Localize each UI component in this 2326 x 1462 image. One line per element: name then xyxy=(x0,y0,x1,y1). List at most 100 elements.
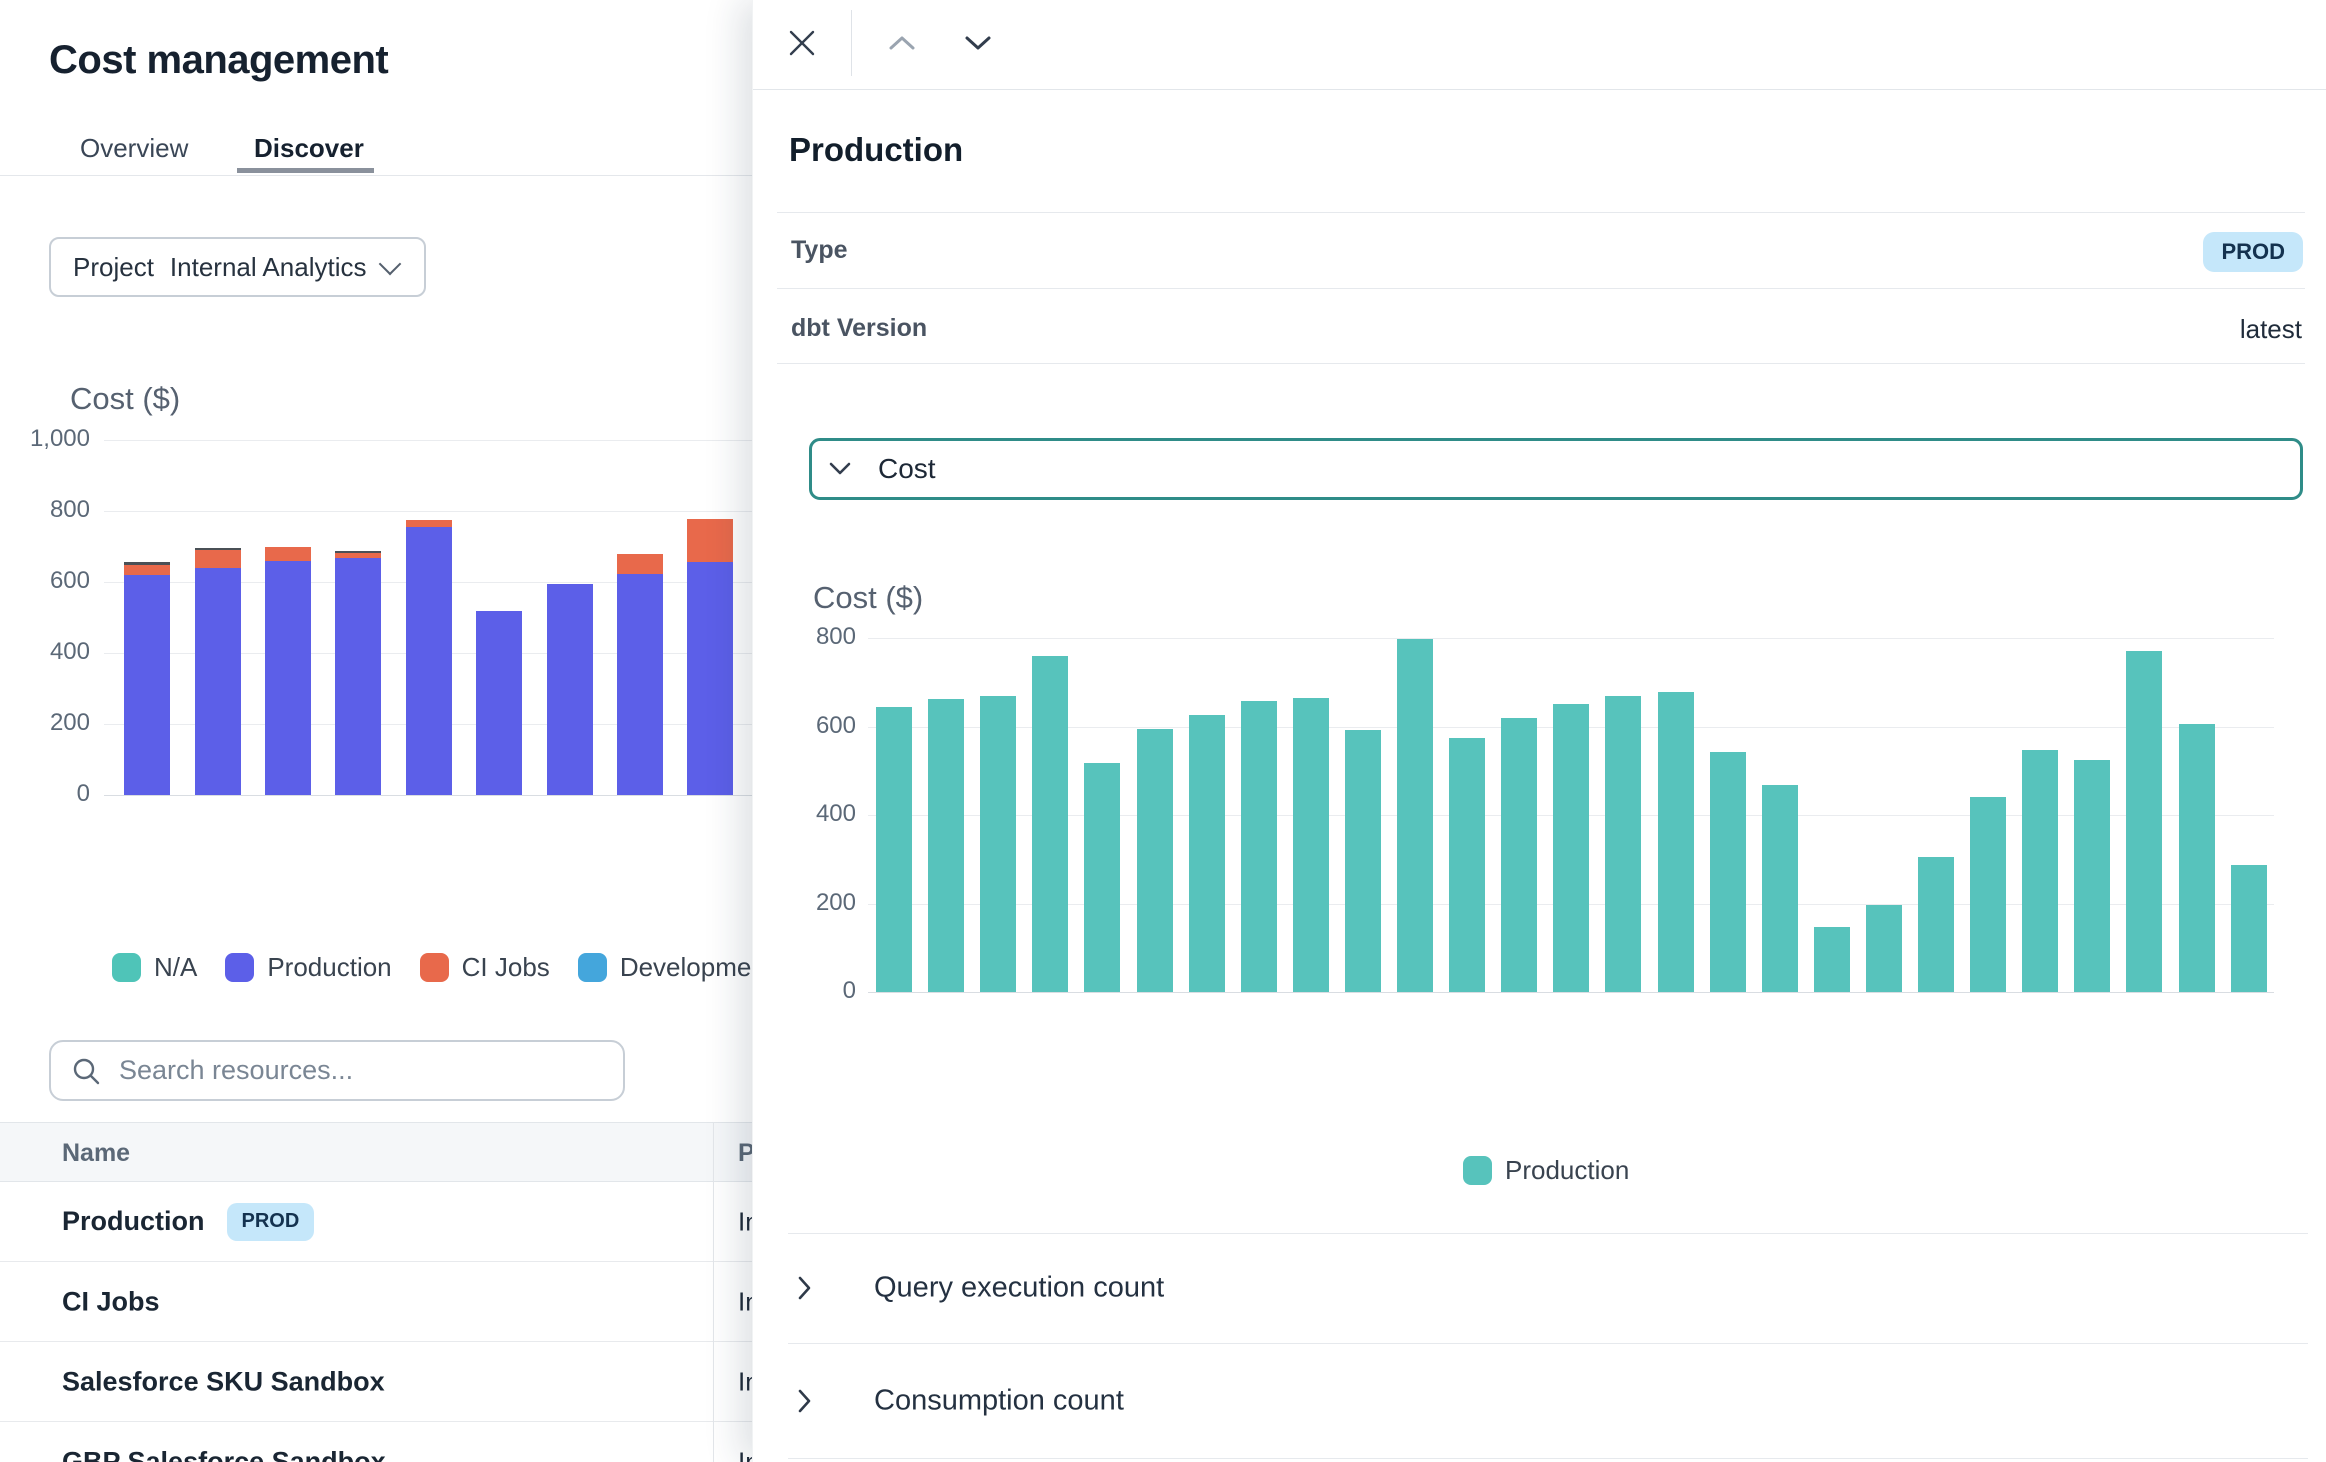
project-selector-label: Project xyxy=(73,251,154,282)
bar-segment-production xyxy=(476,611,523,795)
chevron-down-icon xyxy=(379,252,402,276)
bar-mar-10 xyxy=(876,707,913,992)
legend-label: CI Jobs xyxy=(461,952,550,982)
chevron-up-icon xyxy=(889,36,915,50)
bar-mar-15 xyxy=(546,583,593,795)
topbar-divider xyxy=(851,10,852,76)
bar-segment-production xyxy=(1084,762,1121,992)
y-axis-tick-label: 200 xyxy=(815,888,856,916)
search-input[interactable]: Search resources... xyxy=(49,1040,625,1101)
bar-segment-production xyxy=(1813,926,1850,992)
bar-mar-30 xyxy=(1918,857,1955,992)
bar-segment-production xyxy=(2126,651,2163,992)
bar-mar-19 xyxy=(1344,730,1381,992)
bar-apr-1 xyxy=(2022,750,2059,992)
bar-segment-production xyxy=(1553,704,1590,992)
bar-segment-production xyxy=(687,562,734,795)
bar-mar-24 xyxy=(1605,695,1642,992)
legend-item: Production xyxy=(1463,1155,1629,1186)
bar-segment-production xyxy=(1240,700,1277,992)
gridline xyxy=(104,440,816,441)
bar-segment-production xyxy=(1709,751,1746,992)
field-divider xyxy=(777,288,2305,289)
bar-apr-4 xyxy=(2178,724,2215,992)
y-axis-tick-label: 600 xyxy=(49,567,90,594)
legend-swatch xyxy=(225,953,255,982)
bar-segment-production xyxy=(2022,750,2059,992)
bar-segment-n-a xyxy=(335,551,382,553)
tab-overview[interactable]: Overview xyxy=(80,133,189,163)
bar-segment-production xyxy=(1918,857,1955,992)
row-name: GBP Salesforce Sandbox xyxy=(62,1446,386,1462)
topbar-hairline xyxy=(753,89,2326,90)
close-button[interactable] xyxy=(777,18,827,68)
bar-mar-31 xyxy=(1970,797,2007,992)
bar-segment-ci-jobs xyxy=(687,519,734,563)
field-divider xyxy=(777,363,2305,364)
bar-mar-22 xyxy=(1501,717,1538,992)
left-chart-legend: N/A Production CI Jobs Development xyxy=(112,952,773,983)
y-axis-tick-label: 0 xyxy=(76,780,90,807)
chevron-right-icon xyxy=(798,1276,811,1300)
gridline xyxy=(104,582,816,583)
bar-segment-production xyxy=(2178,724,2215,992)
close-icon xyxy=(789,30,815,56)
bar-segment-production xyxy=(2074,759,2111,992)
bar-apr-3 xyxy=(2126,651,2163,992)
cost-section-label: Cost xyxy=(878,453,936,484)
bar-segment-production xyxy=(1657,692,1694,992)
page-title: Cost management xyxy=(49,38,389,82)
bar-segment-production xyxy=(265,560,311,795)
active-tab-underline xyxy=(237,168,374,173)
section-divider xyxy=(788,1458,2308,1459)
dbt-version-field-label: dbt Version xyxy=(791,314,928,342)
tab-discover[interactable]: Discover xyxy=(254,133,364,163)
chevron-down-icon xyxy=(965,36,991,50)
bar-mar-17 xyxy=(687,519,734,795)
project-selector[interactable]: Project Internal Analytics xyxy=(49,237,426,297)
bar-mar-25 xyxy=(1657,692,1694,992)
legend-swatch xyxy=(1463,1156,1492,1185)
bar-mar-16 xyxy=(1188,715,1225,992)
gridline xyxy=(104,795,816,796)
bar-segment-production xyxy=(617,573,663,795)
bar-segment-ci-jobs xyxy=(124,564,171,575)
consumption-count-expander[interactable]: Consumption count xyxy=(788,1344,2308,1458)
bar-mar-17 xyxy=(1240,700,1277,992)
next-item-button[interactable] xyxy=(955,20,1001,66)
y-axis-tick-label: 800 xyxy=(815,623,856,650)
cost-section-expander[interactable]: Cost xyxy=(809,438,2303,500)
legend-label: N/A xyxy=(154,952,198,982)
bar-segment-production xyxy=(1761,785,1798,992)
legend-label: Production xyxy=(1505,1155,1630,1185)
chevron-right-icon xyxy=(798,1389,811,1413)
gridline xyxy=(104,653,816,654)
y-axis-tick-label: 200 xyxy=(49,709,90,736)
table-column-divider xyxy=(713,1122,714,1462)
search-icon xyxy=(73,1058,100,1084)
bar-segment-production xyxy=(1292,697,1329,992)
bar-mar-14 xyxy=(476,611,523,795)
section-divider xyxy=(788,1343,2308,1344)
row-name-text: Production xyxy=(62,1206,205,1236)
row-name: Production PROD xyxy=(62,1202,315,1241)
row-name: Salesforce SKU Sandbox xyxy=(62,1366,385,1396)
type-prod-badge: PROD xyxy=(2203,232,2303,272)
bar-apr-2 xyxy=(2074,759,2111,992)
bar-segment-production xyxy=(124,574,171,795)
column-header-name[interactable]: Name xyxy=(62,1139,131,1167)
bar-segment-production xyxy=(335,557,382,795)
bar-segment-production xyxy=(1397,639,1434,992)
bar-mar-12 xyxy=(335,551,382,795)
gridline xyxy=(868,992,2274,993)
bar-mar-13 xyxy=(1032,655,1069,992)
row-name: CI Jobs xyxy=(62,1286,160,1316)
query-execution-count-expander[interactable]: Query execution count xyxy=(788,1234,2308,1342)
bar-mar-28 xyxy=(1813,926,1850,992)
bar-segment-production xyxy=(546,583,593,795)
bar-mar-26 xyxy=(1709,751,1746,992)
section-divider xyxy=(788,1233,2308,1234)
previous-item-button[interactable] xyxy=(879,20,925,66)
legend-item: CI Jobs xyxy=(419,952,550,983)
